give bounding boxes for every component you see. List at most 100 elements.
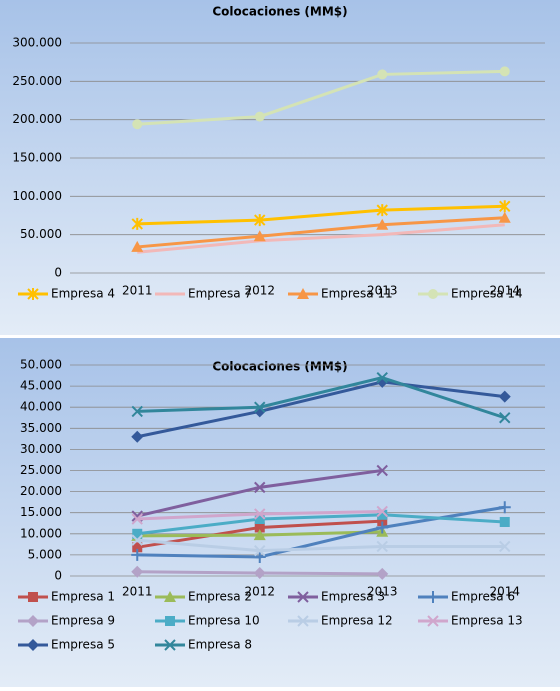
marker <box>131 513 143 525</box>
legend-marker <box>164 591 176 602</box>
legend-label: Empresa 9 <box>51 614 115 628</box>
marker <box>131 548 144 561</box>
legend-label: Empresa 14 <box>451 287 523 301</box>
marker <box>254 522 265 533</box>
y-tick-label: 10.000 <box>20 526 62 540</box>
marker <box>253 230 266 242</box>
legend-label: Empresa 2 <box>188 590 252 604</box>
marker <box>377 516 388 527</box>
series-line <box>137 513 505 536</box>
x-tick-label: 2014 <box>489 284 520 298</box>
marker <box>376 521 389 534</box>
legend-marker <box>27 615 39 627</box>
series-line <box>137 538 505 553</box>
y-tick-label: 20.000 <box>20 484 62 498</box>
y-tick-label: 150.000 <box>12 151 62 165</box>
marker <box>254 481 266 494</box>
series-line <box>137 376 506 420</box>
marker <box>254 514 265 525</box>
y-tick-label: 25.000 <box>20 463 62 477</box>
legend-label: Empresa 5 <box>51 638 115 652</box>
series-line <box>137 69 505 126</box>
legend-marker <box>297 288 309 299</box>
y-tick-label: 300.000 <box>12 36 62 50</box>
marker <box>131 534 143 546</box>
marker <box>499 412 511 424</box>
legend-marker <box>28 592 38 602</box>
x-tick-label: 2012 <box>244 585 275 599</box>
marker <box>131 565 144 578</box>
marker <box>499 516 510 527</box>
marker <box>131 405 143 418</box>
marker <box>253 529 266 541</box>
y-tick-label: 250.000 <box>12 74 62 88</box>
y-tick-label: 40.000 <box>20 400 62 414</box>
y-tick-label: 35.000 <box>20 421 62 435</box>
marker <box>132 119 143 130</box>
marker <box>376 464 388 477</box>
marker <box>253 551 266 564</box>
y-tick-label: 0 <box>54 569 62 583</box>
series-line <box>137 223 505 254</box>
marker <box>377 69 388 80</box>
legend-marker <box>164 639 176 651</box>
y-tick-label: 0 <box>54 266 62 280</box>
marker <box>376 371 388 384</box>
y-tick-label: 50.000 <box>20 358 62 372</box>
y-tick-label: 5.000 <box>28 547 62 561</box>
legend-label: Empresa 11 <box>321 287 393 301</box>
x-tick-label: 2012 <box>244 284 275 298</box>
legend-marker <box>427 615 439 627</box>
marker <box>131 430 144 443</box>
series-line <box>137 216 505 249</box>
legend-marker <box>428 289 438 299</box>
legend-label: Empresa 1 <box>51 590 115 604</box>
legend-label: Empresa 12 <box>321 614 393 628</box>
legend-label: Empresa 8 <box>188 638 252 652</box>
legend-label: Empresa 13 <box>451 614 523 628</box>
marker <box>377 509 388 520</box>
marker <box>254 111 265 122</box>
marker <box>131 217 143 230</box>
marker <box>499 66 510 77</box>
marker <box>253 567 266 580</box>
marker <box>376 204 388 217</box>
legend-label: Empresa 4 <box>51 287 115 301</box>
x-tick-label: 2014 <box>489 585 520 599</box>
marker <box>254 508 266 520</box>
legend-marker <box>165 616 175 626</box>
legend-marker <box>27 288 39 300</box>
marker <box>499 540 511 553</box>
marker <box>254 214 266 227</box>
y-tick-label: 15.000 <box>20 505 62 519</box>
marker <box>499 200 511 213</box>
y-tick-label: 50.000 <box>20 227 62 241</box>
y-tick-label: 45.000 <box>20 379 62 393</box>
y-tick-label: 30.000 <box>20 442 62 456</box>
chart-title: Colocaciones (MM$) <box>212 360 347 374</box>
legend-label: Empresa 3 <box>321 590 385 604</box>
x-tick-label: 2013 <box>367 284 398 298</box>
legend-marker <box>297 591 309 603</box>
chart-background <box>0 0 560 335</box>
marker <box>376 567 389 580</box>
legend-marker <box>427 591 439 603</box>
legend-label: Empresa 10 <box>188 614 260 628</box>
chart-title: Colocaciones (MM$) <box>212 5 347 19</box>
y-tick-label: 200.000 <box>12 112 62 126</box>
series-line <box>137 204 505 226</box>
y-tick-label: 100.000 <box>12 189 62 203</box>
marker <box>132 542 143 553</box>
marker <box>376 505 388 518</box>
marker <box>498 211 511 223</box>
legend-label: Empresa 6 <box>451 590 515 604</box>
marker <box>376 540 388 553</box>
legend-marker <box>27 639 39 651</box>
marker <box>498 501 511 514</box>
marker <box>131 240 144 252</box>
marker <box>254 544 266 557</box>
marker <box>254 401 266 413</box>
legend-label: Empresa 7 <box>188 287 252 301</box>
